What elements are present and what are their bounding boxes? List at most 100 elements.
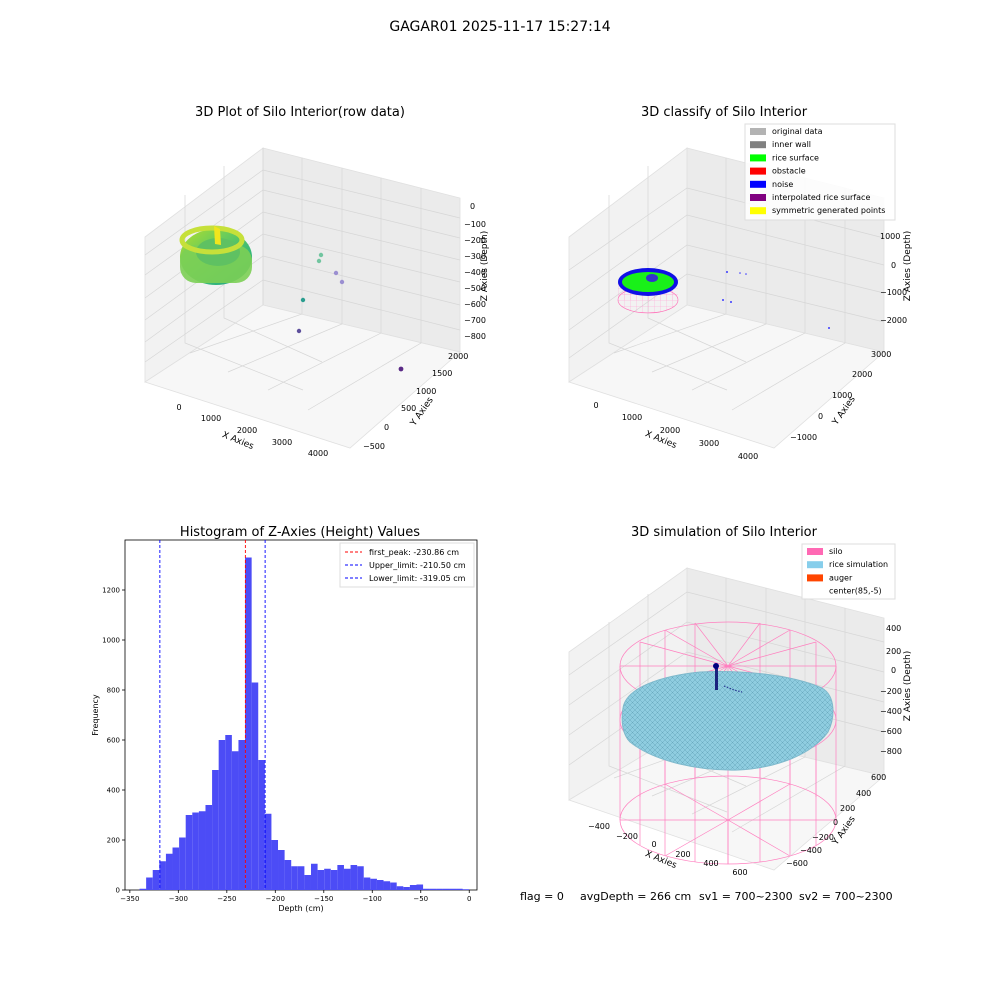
histogram-x-tick-label: −300 [169, 895, 188, 903]
histogram-bar [192, 812, 199, 890]
histogram-bar [409, 885, 417, 890]
histogram-bar [403, 887, 410, 890]
classify-z-tick: −2000 [880, 316, 907, 325]
classify-y-tick: −1000 [790, 433, 817, 442]
histogram-x-tick-label: −250 [217, 895, 236, 903]
sim-z-tick: −800 [880, 747, 902, 756]
noise-point [730, 301, 732, 303]
rice-surface-points [622, 272, 674, 292]
histogram-bar [152, 870, 160, 890]
histogram-y-tick-label: 200 [107, 837, 120, 845]
histogram-bar [264, 813, 272, 890]
noise-point [745, 273, 747, 275]
panel-raw-3d: 3D Plot of Silo Interior(row data) [144, 105, 490, 458]
classify-legend: original data inner wall rice surface obsta… [744, 123, 896, 221]
raw-x-tick: 0 [176, 403, 181, 412]
rice-ring-blob [179, 225, 252, 285]
legend-frame [744, 123, 896, 221]
classify-y-tick: 0 [818, 412, 823, 421]
legend-swatch [750, 194, 766, 201]
raw-point [296, 328, 302, 334]
histogram-bar [258, 760, 265, 890]
noise-point [726, 271, 728, 273]
sim-x-ticks: −400 −200 0 200 400 600 [588, 822, 748, 877]
histogram-x-tick-label: −150 [314, 895, 333, 903]
legend-label: obstacle [772, 167, 806, 176]
obstacle-cluster [646, 274, 658, 282]
legend-label: rice simulation [829, 560, 888, 569]
sim-z-ticks: 400 200 0 −200 −400 −600 −800 [880, 624, 902, 756]
sim-x-tick: −400 [588, 822, 610, 831]
histogram-bar [376, 880, 384, 890]
raw-floor-pane [144, 304, 461, 449]
sv1-readout: sv1 = 700~2300 [699, 890, 793, 903]
classify-z-axis-label: Z Axies (Depth) [903, 231, 913, 302]
histogram-bar [139, 888, 147, 890]
panel-histogram: Histogram of Z-Axies (Height) Values −35… [91, 525, 478, 913]
classify-x-tick: 2000 [660, 426, 680, 435]
classify-noise-points [722, 271, 830, 329]
histogram-x-tick-label: −50 [413, 895, 428, 903]
legend-swatch [750, 154, 766, 162]
histogram-x-axis-label: Depth (cm) [278, 904, 323, 913]
histogram-bar [225, 735, 232, 890]
simulation-legend: silo rice simulation auger center(85,-5) [801, 543, 896, 600]
histogram-bar [271, 840, 279, 890]
histogram-reference-lines [159, 540, 266, 890]
sim-y-tick: −600 [786, 859, 808, 868]
raw-point [333, 270, 339, 276]
auger-head [713, 663, 719, 669]
histogram-bar [423, 888, 430, 890]
auger-marker [713, 663, 743, 693]
sim-x-tick: 600 [732, 868, 747, 877]
histogram-bar [284, 860, 292, 890]
raw-y-tick: 0 [384, 423, 389, 432]
histogram-x-ticks: −350 −300 −250 −200 −150 −100 −50 0 [120, 890, 471, 903]
histogram-bars [139, 557, 470, 890]
histogram-title: Histogram of Z-Axies (Height) Values [180, 525, 420, 540]
panel-simulation-3d: 3D simulation of Silo Interior [568, 525, 913, 877]
histogram-bar [245, 557, 252, 890]
histogram-bar [416, 884, 424, 890]
classify-z-ticks: 1000 0 −1000 −2000 [880, 232, 907, 325]
classify-x-tick: 4000 [738, 452, 758, 461]
sim-z-tick: 200 [886, 647, 901, 656]
classify-y-tick: 1000 [832, 391, 852, 400]
legend-label: original data [772, 127, 823, 136]
sim-x-tick: 200 [675, 850, 690, 859]
histogram-bar [449, 888, 457, 890]
auger-scatter [723, 685, 743, 693]
histogram-bar [251, 682, 259, 890]
histogram-bar [212, 770, 219, 890]
raw-y-tick: 500 [401, 404, 416, 413]
histogram-bar [350, 865, 358, 890]
histogram-bar [436, 888, 443, 890]
raw-y-tick: 2000 [448, 352, 468, 361]
histogram-bar [291, 866, 298, 890]
histogram-bar [231, 751, 239, 890]
classify-z-tick: −1000 [880, 288, 907, 297]
sim-z-tick: 0 [891, 666, 896, 675]
histogram-x-tick-label: 0 [467, 895, 471, 903]
classify-y-ticks: −1000 0 1000 2000 3000 [790, 350, 891, 442]
legend-label: auger [829, 573, 853, 582]
histogram-y-tick-label: 600 [107, 737, 120, 745]
histogram-bar [343, 868, 351, 890]
sim-y-ticks: −600 −400 −200 0 200 400 600 [786, 773, 886, 868]
panel-classify-3d: 3D classify of Silo Interior [568, 105, 913, 461]
raw-x-tick: 2000 [237, 426, 257, 435]
classify-x-ticks: 0 1000 2000 3000 4000 [593, 401, 758, 461]
histogram-legend-label: Lower_limit: -319.05 cm [369, 574, 466, 583]
histogram-x-tick-label: −100 [363, 895, 382, 903]
histogram-legend-label: Upper_limit: -210.50 cm [369, 561, 466, 570]
raw-z-tick: −600 [464, 300, 486, 309]
legend-label: interpolated rice surface [772, 193, 870, 202]
noise-point [828, 327, 830, 329]
histogram-plot-area [124, 539, 478, 891]
simulation-plot-title: 3D simulation of Silo Interior [631, 525, 818, 540]
sim-y-tick: 600 [871, 773, 886, 782]
sim-y-tick: 400 [856, 789, 871, 798]
legend-label: inner wall [772, 140, 811, 149]
avg-depth-readout: avgDepth = 266 cm [580, 890, 691, 903]
